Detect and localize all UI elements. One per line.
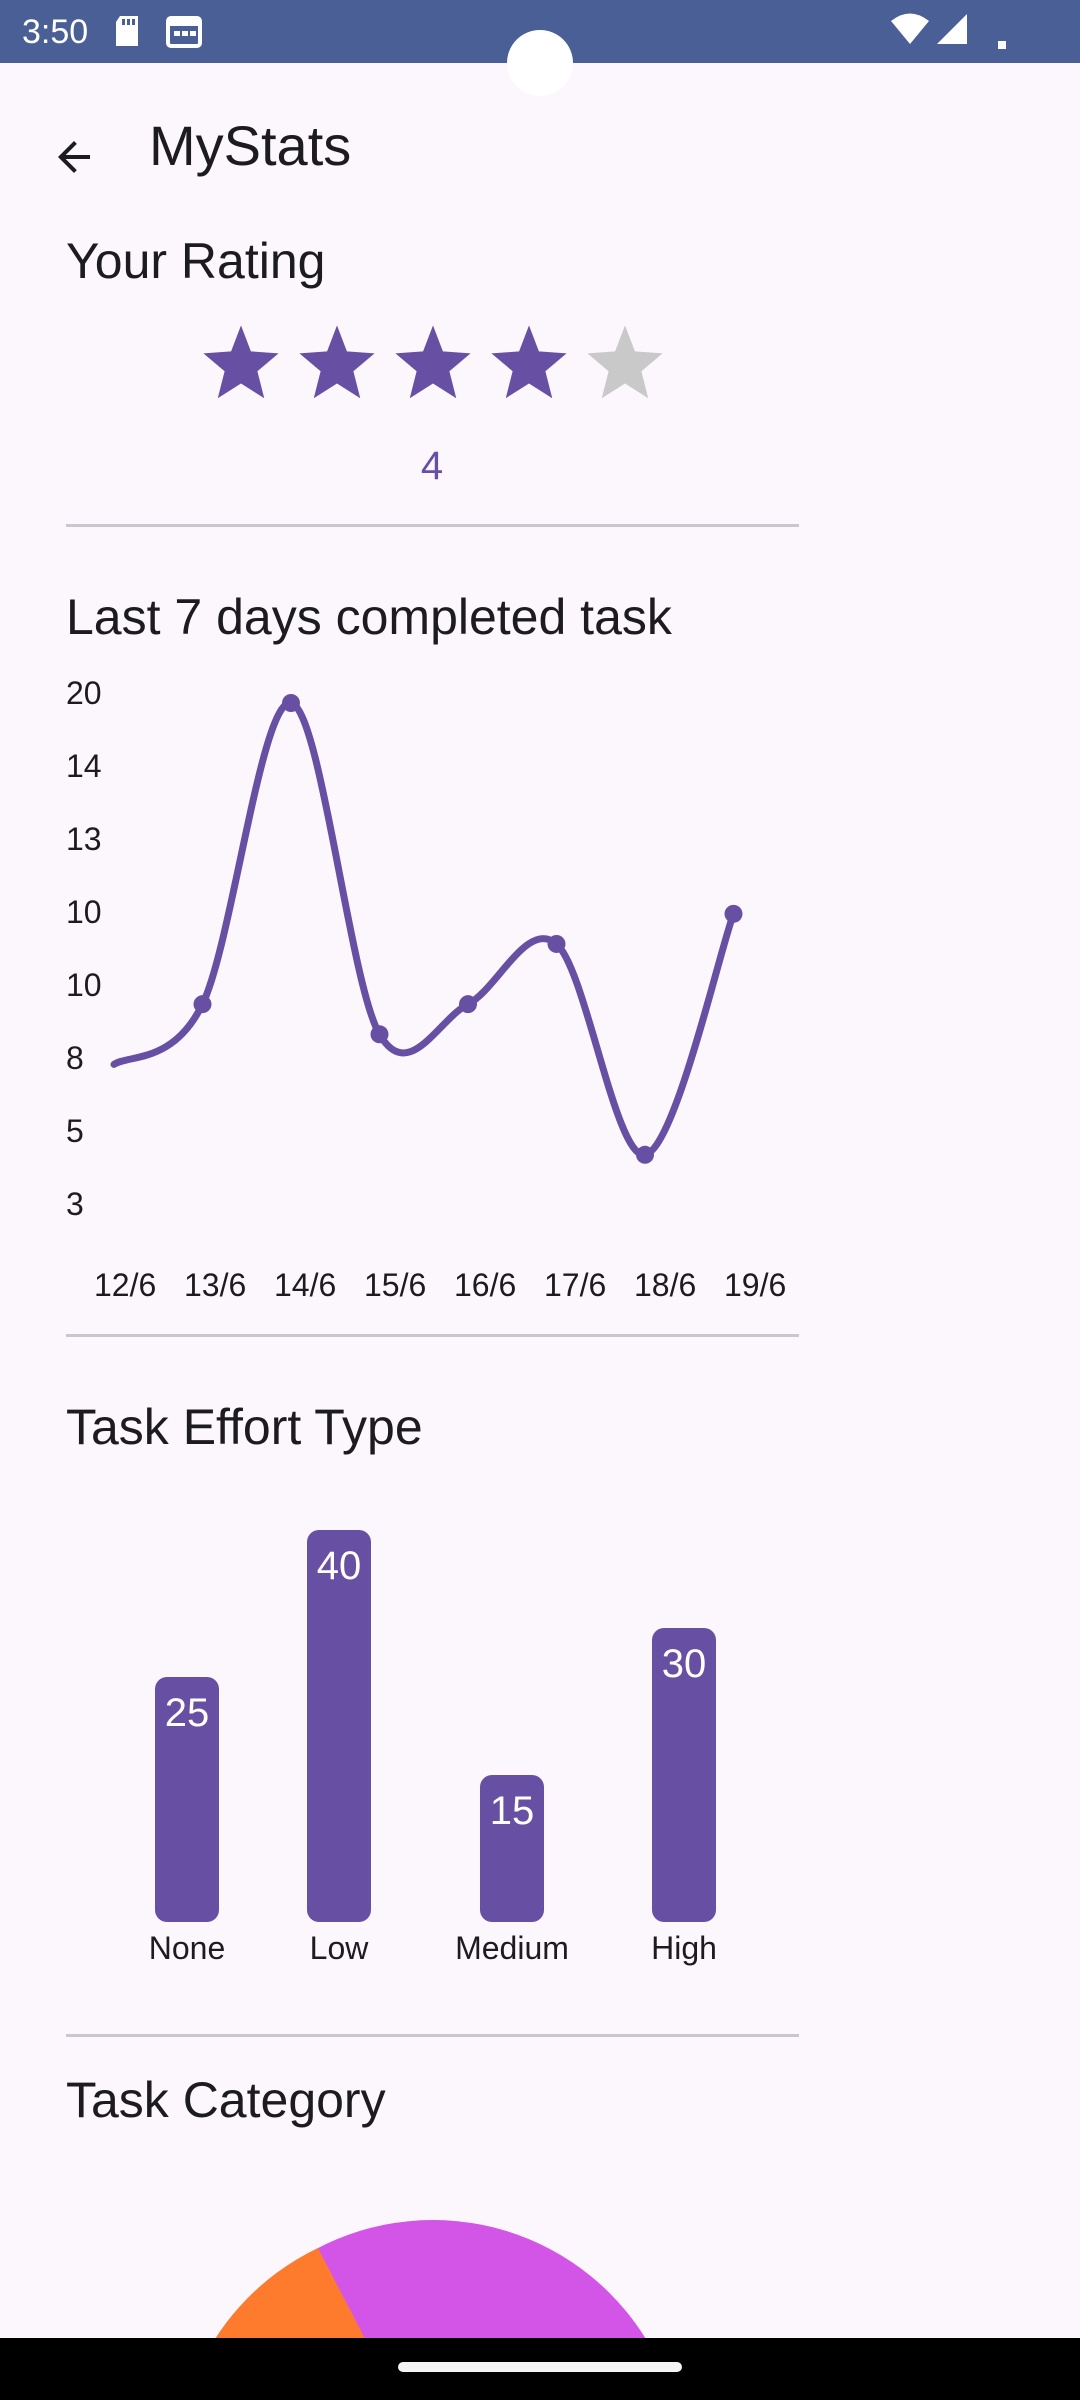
data-point: [193, 995, 212, 1014]
y-tick-label: 10: [66, 967, 102, 1003]
bar-value-label: 15: [489, 1789, 535, 1833]
signal-icon: [935, 12, 969, 51]
y-tick-label: 3: [66, 1186, 84, 1222]
bar-category-label: Low: [309, 1930, 369, 1966]
bar-category-label: High: [651, 1930, 717, 1966]
bar-value-label: 30: [661, 1642, 707, 1686]
divider: [66, 2034, 799, 2037]
app-bar: MyStats: [0, 63, 1080, 231]
y-tick-label: 5: [66, 1113, 84, 1149]
bar-category-label: None: [148, 1930, 226, 1966]
y-tick-label: 8: [66, 1040, 84, 1076]
battery-dot-icon: [998, 36, 1006, 54]
wifi-icon: [890, 12, 930, 51]
star-empty-icon[interactable]: [584, 322, 666, 404]
bar: 25: [155, 1677, 219, 1922]
bar-category-label: Medium: [455, 1930, 569, 1966]
status-bar: 3:50: [0, 0, 1080, 96]
rating-stars[interactable]: [200, 322, 666, 404]
y-tick-label: 20: [66, 675, 102, 711]
bar-value-label: 40: [316, 1544, 362, 1588]
data-point: [547, 934, 566, 953]
data-point: [724, 904, 743, 923]
effort-chart-title: Task Effort Type: [66, 1399, 423, 1455]
divider: [66, 524, 799, 527]
star-filled-icon[interactable]: [392, 322, 474, 404]
back-button[interactable]: [36, 121, 112, 197]
y-tick-label: 14: [66, 748, 102, 784]
star-filled-icon[interactable]: [296, 322, 378, 404]
x-tick-label: 17/6: [544, 1267, 606, 1303]
divider: [66, 1334, 799, 1337]
pie-slice-orange: [214, 2248, 366, 2340]
data-point: [459, 995, 477, 1014]
x-tick-label: 19/6: [724, 1267, 786, 1303]
rating-title: Your Rating: [66, 233, 326, 289]
arrow-back-icon: [50, 133, 98, 186]
x-tick-label: 15/6: [364, 1267, 426, 1303]
y-tick-label: 10: [66, 894, 102, 930]
bar: 40: [307, 1530, 371, 1922]
series-line: [110, 699, 737, 1159]
calendar-icon: [166, 14, 202, 53]
data-point: [370, 1025, 389, 1044]
status-time: 3:50: [22, 13, 89, 51]
bar: 15: [480, 1775, 544, 1922]
sd-card-icon: [112, 14, 142, 53]
x-tick-label: 14/6: [274, 1267, 336, 1303]
completed-chart-title: Last 7 days completed task: [66, 589, 672, 645]
completed-line-chart: 20 14 13 10 10 8 5 3 12/6 13/6 14/6 15/6 16/6 17/6 18/…: [66, 675, 786, 1303]
star-filled-icon[interactable]: [488, 322, 570, 404]
effort-bar-chart: 25 None 40 Low 15 Medium 30 High: [0, 1480, 1080, 1980]
x-tick-label: 13/6: [184, 1267, 246, 1303]
bar-value-label: 25: [164, 1691, 210, 1735]
star-filled-icon[interactable]: [200, 322, 282, 404]
x-tick-label: 18/6: [634, 1267, 696, 1303]
category-chart-title: Task Category: [66, 2072, 386, 2128]
y-tick-label: 13: [66, 821, 102, 857]
bar: 30: [652, 1628, 716, 1922]
x-tick-label: 16/6: [454, 1267, 516, 1303]
page-title: MyStats: [149, 114, 352, 177]
category-pie-chart: [0, 2200, 1080, 2340]
home-gesture-handle[interactable]: [398, 2362, 682, 2372]
data-point: [636, 1145, 654, 1164]
x-tick-label: 12/6: [94, 1267, 156, 1303]
data-point: [282, 694, 300, 712]
camera-cutout: [507, 30, 573, 96]
rating-value: 4: [420, 444, 444, 488]
